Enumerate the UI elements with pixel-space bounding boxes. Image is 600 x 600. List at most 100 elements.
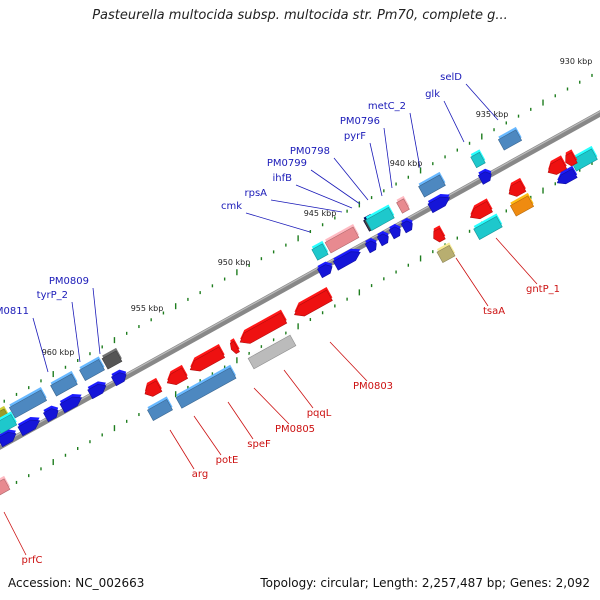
- forward-gene-3-body: [101, 350, 123, 370]
- forward-cds-6-body: [317, 264, 333, 279]
- forward-gene-10: [396, 195, 410, 214]
- reverse-cds-6-body: [433, 227, 446, 243]
- forward-cds-extra-body: [556, 168, 578, 185]
- forward-gene-9: [365, 204, 395, 231]
- reverse-cds-6: [433, 225, 446, 243]
- reverse-cds-1-body: [166, 367, 189, 386]
- reverse-label-leader: [169, 429, 195, 470]
- reverse-cds-1: [166, 364, 189, 386]
- reverse-cds-8: [508, 177, 527, 197]
- reverse-cds-9-body: [547, 157, 568, 175]
- reverse-cds-4-body: [239, 312, 288, 344]
- forward-cds-13: [477, 168, 492, 185]
- reverse-gene-0: [147, 396, 173, 421]
- forward-gene-9-body: [365, 207, 395, 231]
- forward-gene-12-body: [470, 151, 486, 169]
- forward-cds-1-body: [17, 419, 41, 437]
- reverse-cds-4: [239, 309, 288, 344]
- forward-cds-9-body: [376, 233, 389, 247]
- forward-gene-13-body: [497, 129, 523, 151]
- forward-gene-label: tyrP_2: [37, 290, 68, 301]
- forward-label-leader: [245, 212, 311, 233]
- reverse-gene-1: [175, 364, 237, 409]
- forward-gene-label: PM0809: [49, 276, 89, 287]
- reverse-cds-7-body: [469, 201, 493, 220]
- forward-gene-label: PM0796: [340, 116, 380, 127]
- kbp-tick-label: 930 kbp: [560, 57, 593, 66]
- forward-gene-5-body: [0, 413, 18, 435]
- forward-gene-label: glk: [425, 89, 440, 100]
- forward-gene-6-body: [311, 243, 329, 261]
- forward-label-leader: [92, 287, 101, 355]
- forward-gene-label: PM0799: [267, 158, 307, 169]
- forward-cds-3-body: [59, 396, 83, 414]
- reverse-gene-5: [509, 192, 535, 217]
- reverse-gene-label: pqqL: [307, 408, 332, 419]
- kbp-tick-label: 955 kbp: [131, 304, 164, 313]
- reverse-cds-8-body: [508, 180, 527, 197]
- forward-gene-label: pyrF: [344, 131, 366, 142]
- forward-gene-3: [101, 347, 123, 370]
- forward-gene-11-body: [418, 174, 446, 198]
- forward-cds-6: [317, 261, 333, 279]
- kbp-tick-label: 960 kbp: [42, 348, 75, 357]
- tick-layer: 930 kbp 935 kbp 940 kbp 945 kbp 950 kbp 955 k…: [3, 57, 593, 491]
- reverse-gene-4: [473, 213, 503, 240]
- reverse-label-leader: [3, 511, 27, 556]
- reverse-gene-label: arg: [192, 469, 208, 480]
- forward-gene-1-body: [50, 373, 78, 397]
- forward-cds-4: [87, 381, 107, 400]
- forward-label-leader: [465, 83, 499, 121]
- accession-text: Accession: NC_002663: [8, 576, 145, 590]
- reverse-gene-label: speF: [247, 439, 271, 450]
- reverse-gene-label: PM0803: [353, 381, 393, 392]
- forward-gene-0-body: [8, 389, 48, 419]
- reverse-label-leader: [193, 415, 222, 456]
- reverse-cds-10-body: [565, 151, 578, 167]
- forward-cds-8-body: [364, 240, 377, 254]
- reverse-cds-3-body: [229, 340, 240, 355]
- forward-gene-0: [8, 387, 48, 419]
- reverse-label-leader: [495, 237, 538, 285]
- forward-label-leader: [409, 112, 421, 169]
- topology-text: Topology: circular; Length: 2,257,487 bp…: [260, 576, 590, 590]
- forward-gene-label: rpsA: [244, 188, 267, 199]
- forward-cds-11: [400, 217, 413, 234]
- kbp-tick-label: 950 kbp: [218, 258, 251, 267]
- reverse-cds-3: [229, 338, 240, 355]
- forward-label-leader: [383, 127, 393, 189]
- forward-cds-12: [427, 194, 451, 214]
- reverse-cds-9: [547, 155, 568, 175]
- reverse-cds-7: [469, 198, 493, 220]
- forward-cds-8: [364, 237, 377, 254]
- kbp-tick-label: 940 kbp: [390, 159, 423, 168]
- map-title: Pasteurella multocida subsp. multocida s…: [92, 8, 508, 23]
- reverse-gene-label: tsaA: [483, 306, 505, 317]
- reverse-gene-5-body: [509, 195, 535, 217]
- forward-gene-13: [497, 126, 523, 151]
- forward-gene-2: [79, 356, 105, 381]
- reverse-gene-6-body: [0, 478, 11, 496]
- forward-cds-extra: [556, 165, 578, 185]
- reverse-gene-2: [247, 332, 297, 370]
- reverse-cds-2-body: [189, 346, 226, 372]
- reverse-label-leader: [283, 369, 314, 409]
- reverse-label-leader: [227, 401, 254, 440]
- forward-gene-label: metC_2: [368, 101, 406, 112]
- forward-gene-2-body: [79, 359, 105, 381]
- forward-gene-1: [50, 370, 78, 397]
- kbp-tick-label: 945 kbp: [304, 209, 337, 218]
- forward-cds-0: [0, 429, 17, 448]
- forward-label-leader: [333, 157, 369, 201]
- forward-cds-2: [43, 405, 59, 423]
- forward-cds-10-body: [388, 226, 401, 240]
- forward-cds-13-body: [477, 171, 492, 185]
- forward-cds-11-body: [400, 220, 413, 234]
- forward-gene-label: cmk: [221, 201, 242, 212]
- forward-label-leader: [32, 317, 49, 373]
- forward-label-leader: [71, 301, 81, 363]
- reverse-cds-2: [189, 344, 226, 372]
- forward-cds-2-body: [43, 408, 59, 423]
- forward-cds-12-body: [427, 196, 451, 214]
